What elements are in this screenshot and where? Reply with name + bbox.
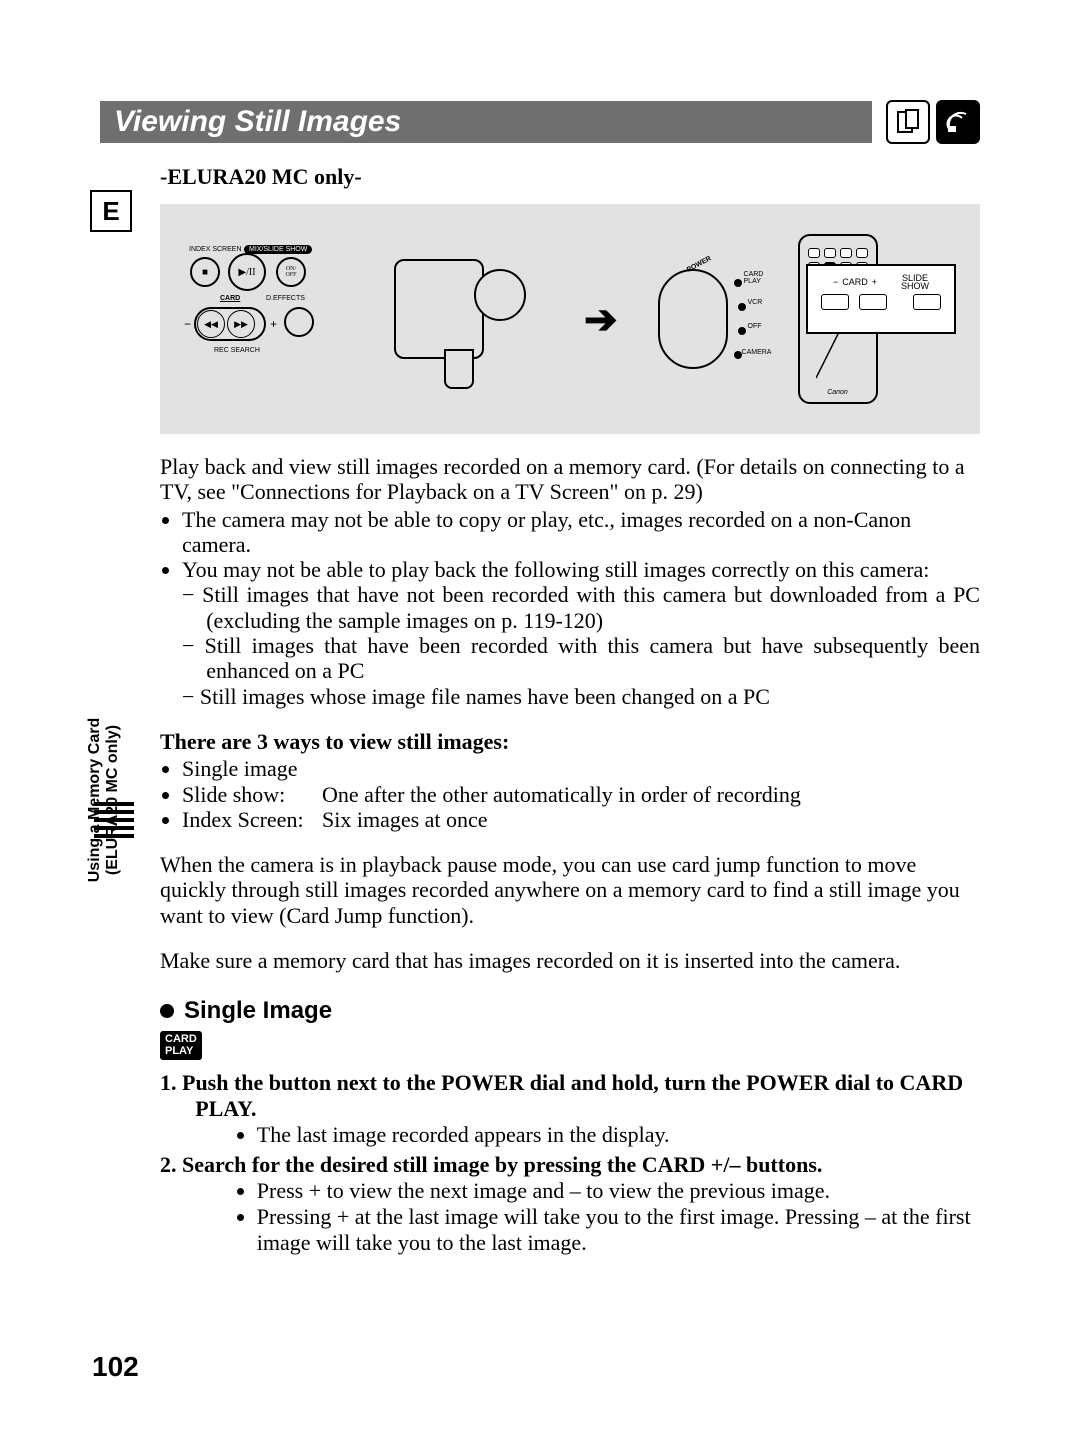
label-deffects: D.EFFECTS <box>266 295 305 302</box>
bullet-dot-icon <box>160 1004 174 1018</box>
way-3-desc: Six images at once <box>322 807 488 832</box>
jump-paragraph: When the camera is in playback pause mod… <box>160 852 980 928</box>
play-pause-button-icon: ▶/II <box>228 253 266 291</box>
page-title-bar: Viewing Still Images <box>100 101 872 143</box>
wireless-mode-icon <box>936 100 980 144</box>
step-1: Push the button next to the POWER dial a… <box>160 1070 980 1148</box>
step-1-title: Push the button next to the POWER dial a… <box>182 1070 963 1121</box>
title-row: Viewing Still Images <box>100 100 980 144</box>
legend-box: − CARD + SLIDE SHOW <box>806 264 956 334</box>
legend-btn-minus-icon <box>821 294 849 310</box>
minus-icon: − <box>184 317 191 331</box>
side-label-line-1: Using a Memory Card <box>86 718 103 882</box>
card-play-badge: CARD PLAY <box>160 1031 202 1060</box>
label-off: OFF <box>748 323 762 330</box>
insert-paragraph-block: Make sure a memory card that has images … <box>160 948 980 973</box>
way-2-desc: One after the other automatically in ord… <box>322 782 801 807</box>
page-title: Viewing Still Images <box>114 105 401 139</box>
way-2-label: Slide show: <box>182 782 322 807</box>
legend-minus: − <box>833 277 838 287</box>
label-card: CARD <box>220 295 240 302</box>
forward-button-icon: ▶▶ <box>227 310 255 338</box>
side-label-line-2: (ELURA20 MC only) <box>104 670 122 930</box>
illustration-panel: INDEX SCREEN MIX/SLIDE SHOW ■ ▶/II ON/ O… <box>160 204 980 434</box>
arrow-icon: ➔ <box>584 296 618 343</box>
language-e-label: E <box>102 196 119 227</box>
ways-block: There are 3 ways to view still images: S… <box>160 729 980 832</box>
card-mode-icon <box>886 100 930 144</box>
dash-1: Still images that have not been recorded… <box>182 582 980 633</box>
intro-bullet-1: The camera may not be able to copy or pl… <box>182 507 980 558</box>
model-subtitle: -ELURA20 MC only- <box>160 164 980 190</box>
intro-bullet-2: You may not be able to play back the fol… <box>182 557 980 582</box>
label-vcr: VCR <box>748 299 763 306</box>
intro-block: Play back and view still images recorded… <box>160 454 980 709</box>
step-2-item-2: Pressing + at the last image will take y… <box>257 1204 980 1256</box>
dash-3: Still images whose image file names have… <box>182 684 980 709</box>
dash-2: Still images that have been recorded wit… <box>182 633 980 684</box>
card-nav-group: ◀◀ ▶▶ <box>194 307 266 341</box>
label-card-play: CARD PLAY <box>744 271 764 285</box>
step-2: Search for the desired still image by pr… <box>160 1152 980 1256</box>
legend-card: CARD <box>842 277 868 287</box>
way-1-label: Single image <box>182 756 322 781</box>
intro-paragraph: Play back and view still images recorded… <box>160 454 980 505</box>
label-rec-search: REC SEARCH <box>214 347 260 354</box>
label-index-screen: INDEX SCREEN <box>184 245 247 254</box>
legend-btn-slideshow-icon <box>913 294 941 310</box>
steps-list: Push the button next to the POWER dial a… <box>160 1070 980 1256</box>
insert-paragraph: Make sure a memory card that has images … <box>160 948 980 973</box>
section-single-title: Single Image <box>184 997 332 1025</box>
step-2-item-1: Press + to view the next image and – to … <box>257 1178 980 1204</box>
camcorder-illustration <box>374 239 554 399</box>
control-cluster: INDEX SCREEN MIX/SLIDE SHOW ■ ▶/II ON/ O… <box>184 239 344 399</box>
remote-brand: Canon <box>800 389 876 396</box>
intro-bullets: The camera may not be able to copy or pl… <box>182 507 980 583</box>
on-off-button-icon: ON/ OFF <box>276 257 306 287</box>
rewind-button-icon: ◀◀ <box>197 310 225 338</box>
label-camera: CAMERA <box>742 349 772 356</box>
ways-heading: There are 3 ways to view still images: <box>160 729 980 754</box>
section-side-label: Using a Memory Card (ELURA20 MC only) <box>86 670 121 930</box>
content-column: -ELURA20 MC only- INDEX SCREEN MIX/SLIDE… <box>160 164 980 1256</box>
step-2-title: Search for the desired still image by pr… <box>182 1152 822 1177</box>
language-e-box: E <box>90 190 132 232</box>
effects-button-icon <box>284 307 314 337</box>
legend-show: SHOW <box>901 281 929 291</box>
title-icons <box>886 100 980 144</box>
label-mix-slide: MIX/SLIDE SHOW <box>244 245 312 254</box>
section-single-image: Single Image <box>160 997 980 1025</box>
jump-paragraph-block: When the camera is in playback pause mod… <box>160 852 980 928</box>
plus-icon: + <box>270 317 277 331</box>
step-1-item-1: The last image recorded appears in the d… <box>257 1122 980 1148</box>
power-dial-illustration: POWER CARD PLAY VCR OFF CAMERA <box>648 259 768 379</box>
stop-button-icon: ■ <box>190 257 220 287</box>
intro-dashes: Still images that have not been recorded… <box>182 582 980 708</box>
manual-page: Viewing Still Images E -ELURA20 MC only-… <box>0 0 1080 1443</box>
legend-plus: + <box>872 277 877 287</box>
way-3-label: Index Screen: <box>182 807 322 832</box>
page-number: 102 <box>92 1351 139 1383</box>
legend-btn-plus-icon <box>859 294 887 310</box>
